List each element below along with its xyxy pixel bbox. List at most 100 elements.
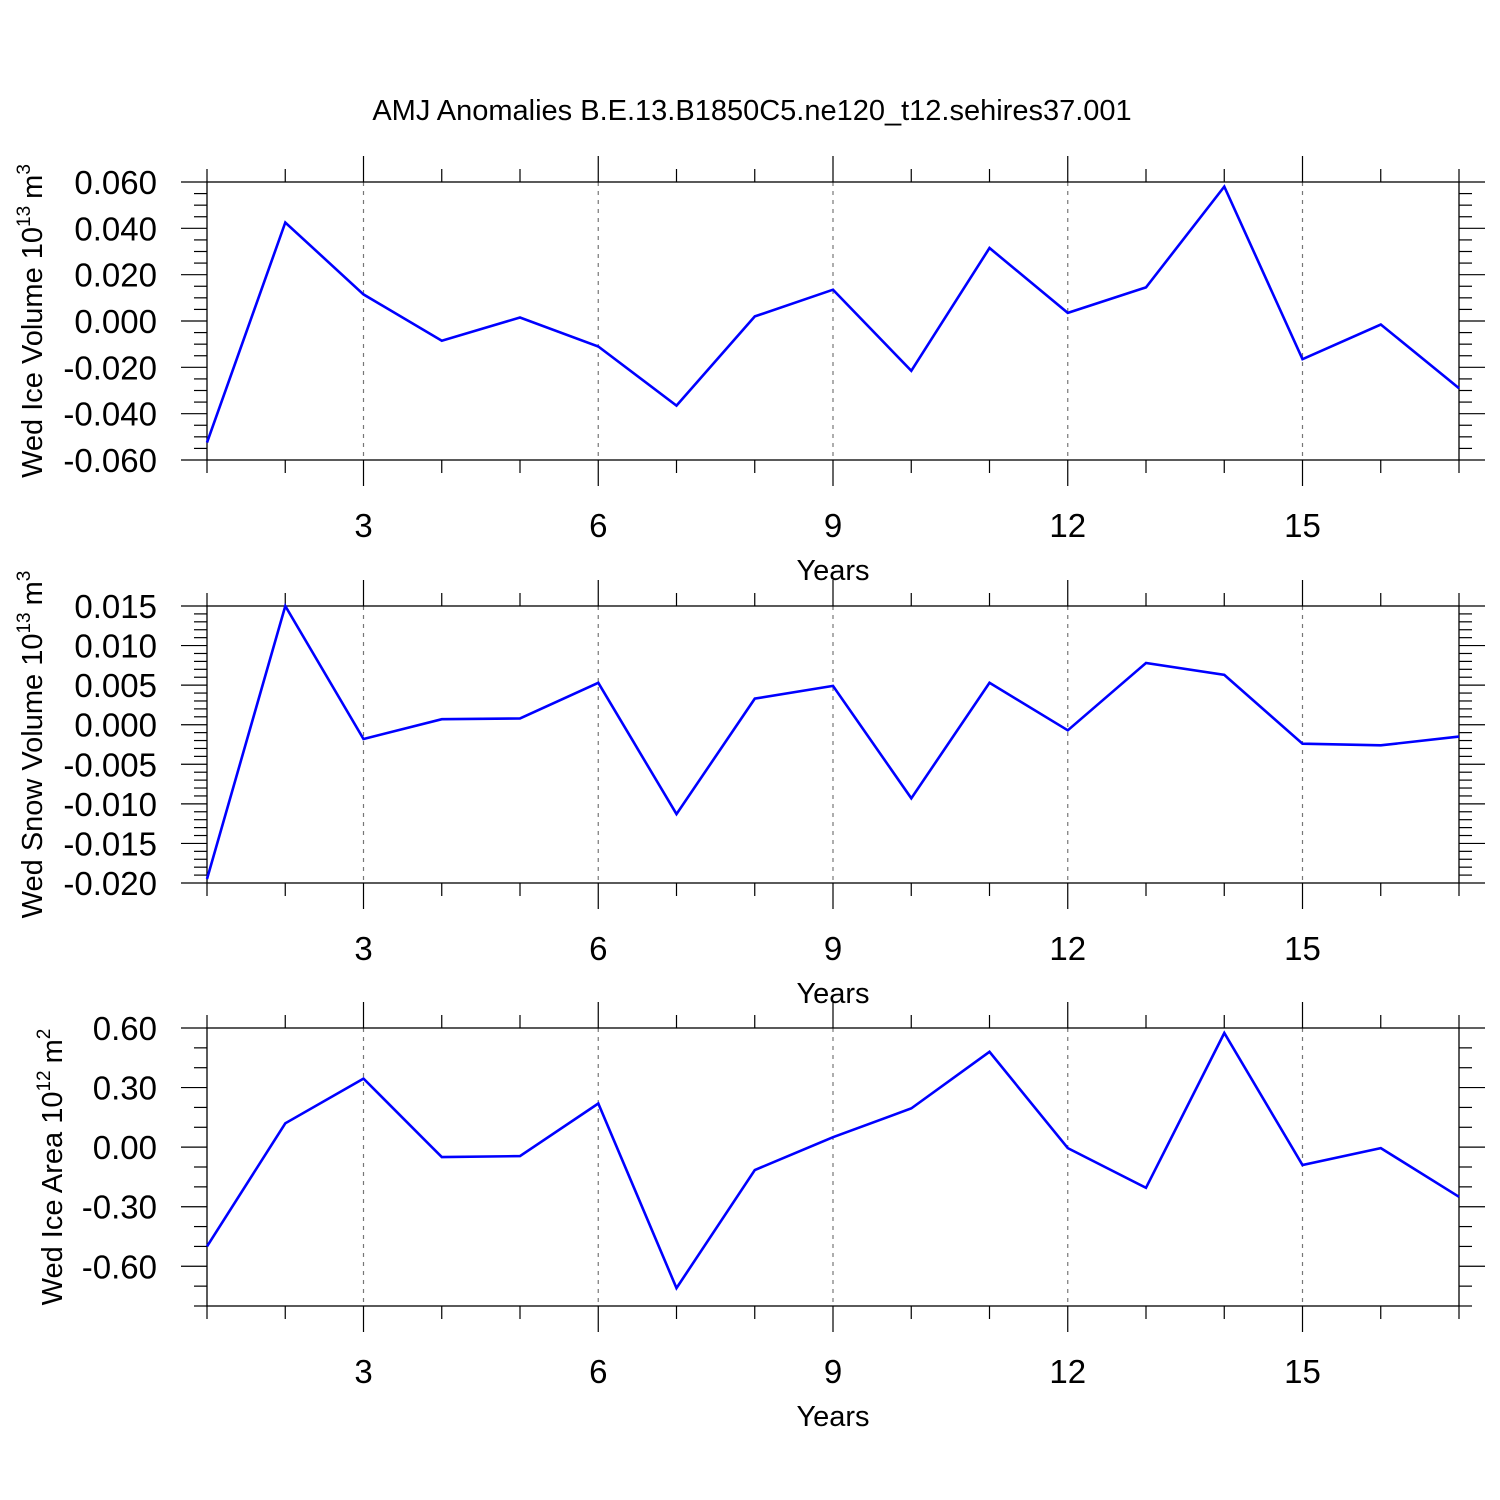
data-point <box>753 697 757 701</box>
y-tick-label: -0.040 <box>63 396 157 433</box>
y-axis-label: Wed Ice Volume 1013 m3 <box>14 164 49 478</box>
data-point <box>988 246 992 250</box>
y-tick-label: -0.020 <box>63 349 157 386</box>
data-point <box>1301 1163 1305 1167</box>
y-axis-label-text: Wed Ice Area 10 <box>37 1092 69 1306</box>
data-point <box>440 717 444 721</box>
chart-panel-3: 3 6 9 12 15 Years -0.60 -0.30 0.00 0.30 0.60 Wed Ic… <box>34 1002 1485 1433</box>
data-point <box>283 221 287 225</box>
data-point <box>909 796 913 800</box>
data-point <box>283 604 287 608</box>
data-point <box>1457 735 1461 739</box>
y-axis-label-exponent: 13 <box>14 612 35 633</box>
y-axis-label: Wed Snow Volume 1013 m3 <box>14 571 49 919</box>
y-tick-label: -0.020 <box>63 865 157 902</box>
y-tick-label: 0.00 <box>93 1129 157 1166</box>
data-point <box>205 1244 209 1248</box>
data-point <box>1066 311 1070 315</box>
data-point <box>675 1286 679 1290</box>
y-tick-label: -0.005 <box>63 746 157 783</box>
data-point <box>205 877 209 881</box>
data-point <box>1222 1031 1226 1035</box>
x-tick-label: 6 <box>589 1353 607 1390</box>
data-point <box>1301 357 1305 361</box>
data-point <box>1457 1195 1461 1199</box>
y-axis-label: Wed Ice Area 1012 m2 <box>34 1029 69 1306</box>
y-axis-label-exponent: 12 <box>34 1070 55 1091</box>
x-tick-label: 12 <box>1049 507 1086 544</box>
y-tick-label: 0.040 <box>74 210 157 247</box>
y-axis-label-unit: m <box>17 175 49 199</box>
data-point <box>1379 1146 1383 1150</box>
y-tick-label: 0.005 <box>74 667 157 704</box>
y-tick-label: 0.30 <box>93 1070 157 1107</box>
x-tick-label: 6 <box>589 930 607 967</box>
figure-title: AMJ Anomalies B.E.13.B1850C5.ne120_t12.s… <box>372 95 1131 127</box>
y-tick-label: 0.000 <box>74 707 157 744</box>
x-tick-label: 9 <box>824 507 842 544</box>
data-point <box>1144 1186 1148 1190</box>
data-point <box>1379 743 1383 747</box>
series-line <box>205 602 1460 880</box>
data-point <box>1222 185 1226 189</box>
y-tick-label: -0.010 <box>63 786 157 823</box>
data-point <box>440 1155 444 1159</box>
data-point <box>831 288 835 292</box>
y-axis-label-unit: m <box>17 581 49 605</box>
y-axis-label-exponent: 13 <box>14 206 35 227</box>
data-point <box>518 1154 522 1158</box>
data-point <box>362 737 366 741</box>
y-tick-label: -0.060 <box>63 442 157 479</box>
data-point <box>753 314 757 318</box>
chart-panel-1: 3 6 9 12 15Years-0.060-0.040-0.0200.0000.020… <box>14 156 1485 587</box>
series-line <box>205 1030 1460 1291</box>
x-tick-label: 6 <box>589 507 607 544</box>
y-axis-label-unit-exponent: 3 <box>14 571 35 582</box>
data-point <box>362 292 366 296</box>
y-axis-label-unit: m <box>37 1039 69 1063</box>
y-tick-label: 0.015 <box>74 588 157 625</box>
y-axis-label-unit-exponent: 3 <box>14 164 35 175</box>
data-point <box>440 339 444 343</box>
data-point <box>1301 742 1305 746</box>
data-point <box>909 369 913 373</box>
x-tick-label: 3 <box>354 930 372 967</box>
data-point <box>518 716 522 720</box>
data-point <box>596 681 600 685</box>
data-point <box>283 1121 287 1125</box>
y-tick-label: 0.60 <box>93 1010 157 1047</box>
y-tick-label: -0.015 <box>63 825 157 862</box>
x-tick-label: 9 <box>824 930 842 967</box>
data-point <box>596 344 600 348</box>
y-tick-label: 0.060 <box>74 164 157 201</box>
data-point <box>362 1077 366 1081</box>
data-point <box>1066 728 1070 732</box>
data-point <box>675 404 679 408</box>
data-point <box>1066 1146 1070 1150</box>
x-axis-label: Years <box>796 1401 869 1433</box>
y-tick-label: 0.010 <box>74 628 157 665</box>
data-point <box>1144 285 1148 289</box>
x-tick-label: 3 <box>354 1353 372 1390</box>
x-tick-label: 12 <box>1049 1353 1086 1390</box>
data-point <box>205 441 209 445</box>
x-tick-label: 3 <box>354 507 372 544</box>
x-tick-label: 15 <box>1284 1353 1321 1390</box>
series-line <box>205 184 1460 444</box>
data-point <box>675 812 679 816</box>
data-point <box>1457 386 1461 390</box>
x-tick-label: 12 <box>1049 930 1086 967</box>
data-point <box>909 1106 913 1110</box>
y-axis-label-text: Wed Ice Volume 10 <box>17 227 49 478</box>
x-tick-label: 15 <box>1284 507 1321 544</box>
y-tick-label: -0.30 <box>82 1189 157 1226</box>
x-tick-label: 15 <box>1284 930 1321 967</box>
data-point <box>1379 322 1383 326</box>
data-point <box>518 316 522 320</box>
y-tick-label: -0.60 <box>82 1248 157 1285</box>
chart-panel-2: 3 6 9 12 15Years-0.020-0.015-0.010-0.0050.00… <box>14 571 1485 1010</box>
y-tick-label: 0.000 <box>74 303 157 340</box>
data-point <box>1222 673 1226 677</box>
data-point <box>831 684 835 688</box>
